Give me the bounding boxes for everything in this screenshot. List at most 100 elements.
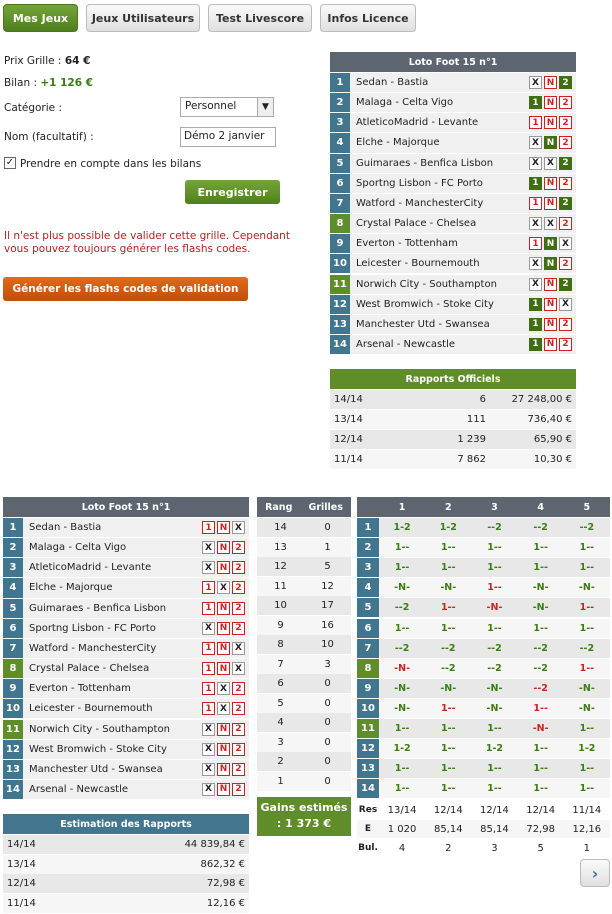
pick-box[interactable]: X xyxy=(559,237,572,251)
pick-box[interactable]: X xyxy=(529,136,542,150)
pick-box[interactable]: X xyxy=(202,541,215,555)
pick-box[interactable]: N xyxy=(544,116,557,130)
pick-box[interactable]: X xyxy=(529,217,542,231)
pick-box[interactable]: 2 xyxy=(559,277,572,291)
pick-box[interactable]: X xyxy=(202,722,215,736)
pick-box[interactable]: N xyxy=(544,176,557,190)
pick-box[interactable]: N xyxy=(217,722,230,736)
pick-box[interactable]: N xyxy=(217,782,230,796)
pick-box[interactable]: 2 xyxy=(559,116,572,130)
pick-box[interactable]: 1 xyxy=(202,662,215,676)
pick-box[interactable]: N xyxy=(544,257,557,271)
pick-box[interactable]: X xyxy=(202,561,215,575)
pick-box[interactable]: N xyxy=(544,96,557,110)
categorie-select[interactable]: Personnel ▼ xyxy=(180,97,274,117)
pick-box[interactable]: N xyxy=(217,561,230,575)
pick-box[interactable]: 1 xyxy=(202,581,215,595)
pick-box[interactable]: X xyxy=(232,641,245,655)
pick-box[interactable]: 2 xyxy=(232,782,245,796)
pick-box[interactable]: 2 xyxy=(559,257,572,271)
tab-infos-licence[interactable]: Infos Licence xyxy=(320,4,416,32)
pick-box[interactable]: X xyxy=(544,156,557,170)
pick-box[interactable]: 2 xyxy=(559,136,572,150)
pick-box[interactable]: X xyxy=(529,76,542,90)
pick-box[interactable]: X xyxy=(529,257,542,271)
pick-box[interactable]: N xyxy=(544,277,557,291)
tab-test-livescore[interactable]: Test Livescore xyxy=(208,4,312,32)
pick-box[interactable]: X xyxy=(217,581,230,595)
pick-box[interactable]: N xyxy=(217,662,230,676)
pick-box[interactable]: X xyxy=(202,762,215,776)
pick-box[interactable]: X xyxy=(217,702,230,716)
generate-flashcodes-button[interactable]: Générer les flashs codes de validation xyxy=(3,277,248,301)
pick-box[interactable]: 1 xyxy=(529,196,542,210)
match-number: 13 xyxy=(330,314,350,334)
pick-box[interactable]: 2 xyxy=(232,621,245,635)
pick-box[interactable]: 2 xyxy=(232,541,245,555)
pick-box[interactable]: 2 xyxy=(232,742,245,756)
pick-box[interactable]: 2 xyxy=(232,762,245,776)
pick-box[interactable]: X xyxy=(529,277,542,291)
pick-box[interactable]: 2 xyxy=(232,682,245,696)
pick-box[interactable]: 2 xyxy=(559,337,572,351)
pick-box[interactable]: 2 xyxy=(559,196,572,210)
next-page-button[interactable]: › xyxy=(580,859,610,887)
pick-box[interactable]: 2 xyxy=(559,317,572,331)
pick-box[interactable]: 2 xyxy=(559,156,572,170)
pick-box[interactable]: 2 xyxy=(232,601,245,615)
pick-box[interactable]: N xyxy=(544,297,557,311)
pick-box[interactable]: X xyxy=(202,742,215,756)
pick-box[interactable]: N xyxy=(217,521,230,535)
pick-box[interactable]: 2 xyxy=(232,561,245,575)
match-name: Sportng Lisbon - FC Porto xyxy=(23,618,198,638)
pick-box[interactable]: X xyxy=(529,156,542,170)
pick-box[interactable]: N xyxy=(544,196,557,210)
pick-box[interactable]: 1 xyxy=(529,96,542,110)
pick-box[interactable]: N xyxy=(544,237,557,251)
pick-box[interactable]: 1 xyxy=(202,641,215,655)
pick-box[interactable]: N xyxy=(217,541,230,555)
pick-box[interactable]: 2 xyxy=(232,581,245,595)
pick-box[interactable]: 2 xyxy=(559,96,572,110)
pick-box[interactable]: 2 xyxy=(232,702,245,716)
pick-box[interactable]: 1 xyxy=(529,116,542,130)
pick-box[interactable]: N xyxy=(544,76,557,90)
pick-box[interactable]: 1 xyxy=(202,521,215,535)
pick-box[interactable]: N xyxy=(544,317,557,331)
pick-box[interactable]: 2 xyxy=(559,76,572,90)
pick-box[interactable]: 2 xyxy=(232,722,245,736)
pick-box[interactable]: X xyxy=(202,621,215,635)
rang-value: 8 xyxy=(277,639,284,650)
save-button[interactable]: Enregistrer xyxy=(185,180,280,204)
pick-box[interactable]: X xyxy=(232,662,245,676)
pick-box[interactable]: N xyxy=(544,337,557,351)
pick-box[interactable]: N xyxy=(544,136,557,150)
pick-box[interactable]: N xyxy=(217,742,230,756)
pick-box[interactable]: N xyxy=(217,601,230,615)
pick-box[interactable]: 1 xyxy=(529,337,542,351)
pick-box[interactable]: 1 xyxy=(202,682,215,696)
pick-box[interactable]: 1 xyxy=(202,702,215,716)
pick-box[interactable]: N xyxy=(217,641,230,655)
pick-box[interactable]: X xyxy=(559,297,572,311)
pick-box[interactable]: 2 xyxy=(559,217,572,231)
match-number: 10 xyxy=(3,699,23,719)
tab-jeux-utilisateurs[interactable]: Jeux Utilisateurs xyxy=(86,4,200,32)
pick-box[interactable]: X xyxy=(232,521,245,535)
combo-cell: 1-2 xyxy=(393,522,411,534)
pick-box[interactable]: 1 xyxy=(529,297,542,311)
pick-box[interactable]: N xyxy=(217,621,230,635)
pick-box[interactable]: X xyxy=(202,782,215,796)
pick-box[interactable]: 1 xyxy=(529,317,542,331)
pick-box[interactable]: 1 xyxy=(202,601,215,615)
pick-box[interactable]: X xyxy=(217,682,230,696)
bilans-checkbox[interactable]: ✓ xyxy=(4,157,16,169)
tab-mes-jeux[interactable]: Mes Jeux xyxy=(3,4,78,32)
pick-box[interactable]: 1 xyxy=(529,237,542,251)
pick-box[interactable]: 1 xyxy=(529,176,542,190)
pick-box[interactable]: X xyxy=(544,217,557,231)
pick-box[interactable]: 2 xyxy=(559,176,572,190)
pick-box[interactable]: N xyxy=(217,762,230,776)
nom-input[interactable]: Démo 2 janvier xyxy=(180,127,276,147)
